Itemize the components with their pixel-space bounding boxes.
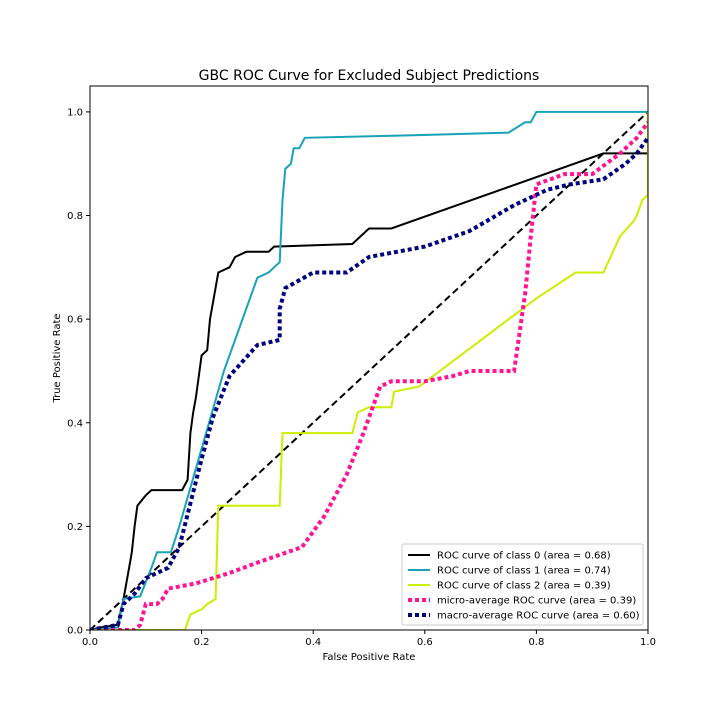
- y-tick-label: 1.0: [67, 107, 83, 118]
- roc-series-line-1: [90, 110, 648, 630]
- x-tick-label: 0.4: [305, 637, 321, 648]
- y-tick-label: 0.4: [67, 418, 83, 429]
- legend-label-4: macro-average ROC curve (area = 0.60): [437, 611, 640, 622]
- x-tick-label: 0.8: [528, 637, 544, 648]
- x-tick-label: 0.2: [194, 637, 210, 648]
- legend: ROC curve of class 0 (area = 0.68) ROC cu…: [401, 543, 644, 626]
- roc-series-line-0: [90, 111, 648, 630]
- y-axis-label: True Positive Rate: [52, 313, 63, 403]
- x-tick-label: 1.0: [640, 637, 656, 648]
- chart-title: GBC ROC Curve for Excluded Subject Predi…: [199, 68, 540, 84]
- y-axis: 0.0 0.2 0.4 0.6 0.8 1.0: [67, 107, 90, 637]
- legend-label-1: ROC curve of class 1 (area = 0.74): [437, 566, 611, 577]
- x-tick-label: 0.6: [417, 637, 433, 648]
- series-layer: [90, 110, 648, 630]
- y-tick-label: 0.8: [67, 211, 83, 222]
- roc-series-line-4: [90, 136, 648, 630]
- legend-label-2: ROC curve of class 2 (area = 0.39): [437, 581, 611, 592]
- x-axis: 0.0 0.2 0.4 0.6 0.8 1.0: [82, 630, 656, 648]
- y-tick-label: 0.0: [67, 626, 83, 637]
- legend-label-0: ROC curve of class 0 (area = 0.68): [437, 551, 611, 562]
- y-tick-label: 0.6: [67, 315, 83, 326]
- roc-series-line-3: [90, 121, 648, 630]
- legend-label-3: micro-average ROC curve (area = 0.39): [437, 596, 636, 607]
- x-tick-label: 0.0: [82, 637, 98, 648]
- y-tick-label: 0.2: [67, 522, 83, 533]
- x-axis-label: False Positive Rate: [323, 652, 416, 663]
- legend-box: [401, 543, 644, 626]
- roc-series-line-2: [90, 111, 648, 630]
- plot-frame: [89, 85, 649, 631]
- chance-diagonal-line: [90, 111, 648, 630]
